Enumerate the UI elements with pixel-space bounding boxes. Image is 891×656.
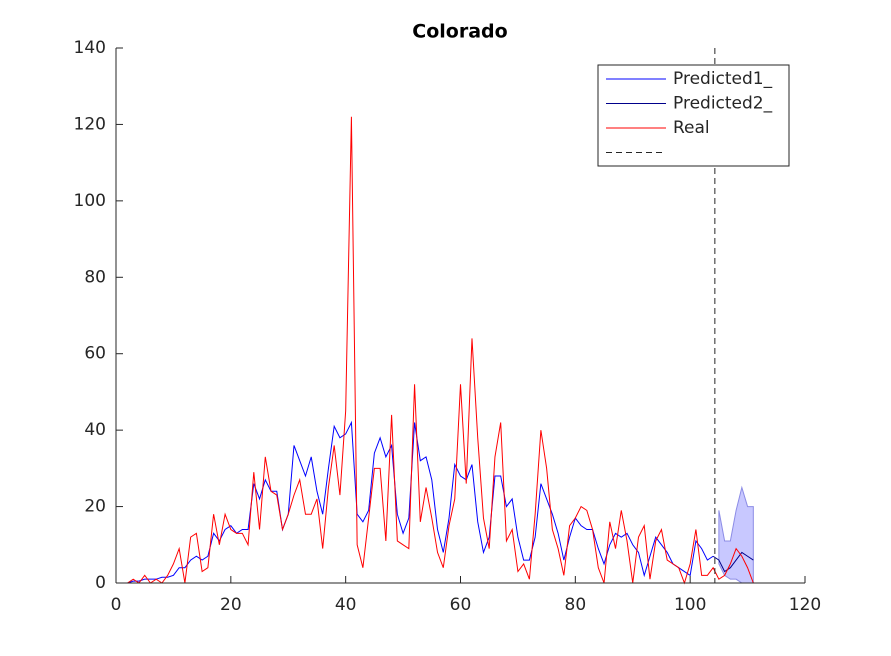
series-line xyxy=(712,551,754,573)
y-tick-label: 80 xyxy=(84,267,106,287)
legend-label: Predicted1_ xyxy=(673,69,773,89)
y-tick-label: 40 xyxy=(84,420,106,440)
y-tick-label: 140 xyxy=(74,38,106,58)
y-tick-label: 120 xyxy=(74,114,106,134)
legend-box xyxy=(597,64,790,167)
x-tick-label: 100 xyxy=(674,595,706,615)
legend-label: Real xyxy=(673,118,710,138)
x-tick-label: 80 xyxy=(565,595,587,615)
x-tick-label: 60 xyxy=(450,595,472,615)
chart-title: Colorado xyxy=(412,21,507,43)
series-line xyxy=(121,116,754,585)
x-tick-label: 40 xyxy=(335,595,357,615)
y-tick-label: 100 xyxy=(74,191,106,211)
y-tick-label: 20 xyxy=(84,497,106,517)
y-tick-label: 60 xyxy=(84,344,106,364)
legend-label: Predicted2_ xyxy=(673,94,773,114)
x-tick-label: 0 xyxy=(111,595,122,615)
x-tick-label: 20 xyxy=(220,595,242,615)
y-tick-label: 0 xyxy=(95,573,106,593)
x-tick-label: 120 xyxy=(789,595,821,615)
